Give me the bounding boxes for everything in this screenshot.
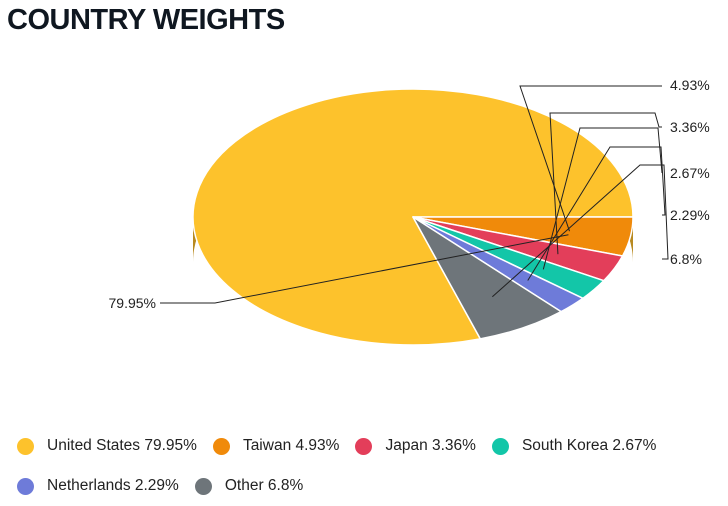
leader-line-japan	[549, 112, 662, 255]
legend-swatch	[194, 477, 212, 495]
pie-tops	[192, 88, 634, 346]
leader-line-united-states	[160, 234, 569, 304]
legend-item-south-korea[interactable]: South Korea 2.67%	[491, 436, 657, 456]
data-label-japan: 3.36%	[670, 119, 710, 135]
legend: United States 79.95% Taiwan 4.93% Japan 3.…	[17, 436, 722, 496]
legend-item-united-states[interactable]: United States 79.95%	[17, 436, 197, 456]
legend-swatch	[355, 437, 373, 455]
leader-line-netherlands	[527, 146, 666, 281]
data-label-netherlands: 2.29%	[670, 207, 710, 223]
legend-label: South Korea 2.67%	[521, 437, 657, 454]
legend-label: Taiwan 4.93%	[242, 437, 340, 454]
legend-label: Japan 3.36%	[385, 437, 476, 454]
legend-item-other[interactable]: Other 6.8%	[194, 476, 304, 496]
legend-item-taiwan[interactable]: Taiwan 4.93%	[212, 436, 340, 456]
legend-label: United States 79.95%	[47, 437, 197, 454]
data-label-other: 6.8%	[670, 251, 702, 267]
legend-swatch	[17, 437, 34, 455]
legend-item-netherlands[interactable]: Netherlands 2.29%	[17, 476, 179, 496]
data-label-south-korea: 2.67%	[670, 165, 710, 181]
pie-labels: 79.95% 4.93% 3.36% 2.67% 2.29% 6.8%	[109, 77, 710, 311]
legend-swatch	[17, 477, 34, 495]
legend-label: Other 6.8%	[224, 477, 304, 494]
chart-title: COUNTRY WEIGHTS	[7, 4, 285, 36]
data-label-taiwan: 4.93%	[670, 77, 710, 93]
data-label-united-states: 79.95%	[109, 295, 156, 311]
pie-slice-other[interactable]	[412, 216, 562, 340]
leader-line-other	[492, 164, 669, 298]
legend-label: Netherlands 2.29%	[47, 477, 179, 494]
leader-line-south-korea	[542, 127, 663, 270]
legend-item-japan[interactable]: Japan 3.36%	[355, 436, 476, 456]
legend-swatch	[212, 437, 230, 455]
leader-line-taiwan	[519, 85, 662, 232]
legend-swatch	[491, 437, 509, 455]
